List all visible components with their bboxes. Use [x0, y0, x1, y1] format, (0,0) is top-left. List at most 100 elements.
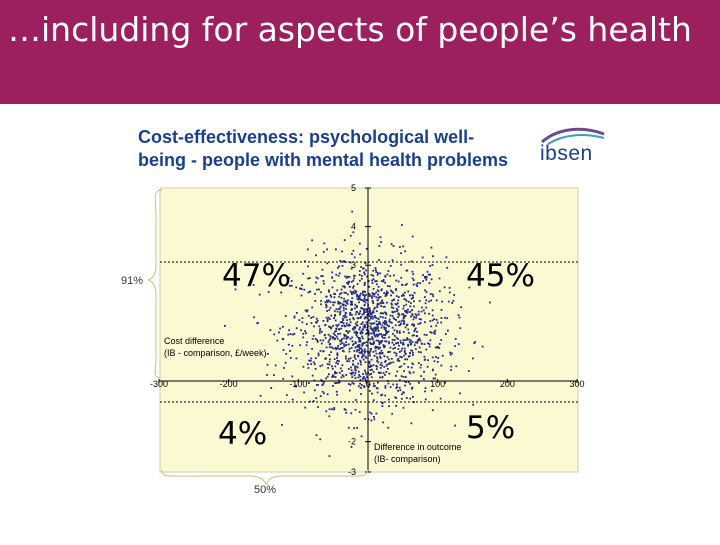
scatter-point — [376, 328, 379, 330]
scatter-point — [338, 348, 341, 350]
scatter-point — [363, 303, 366, 306]
scatter-point — [372, 399, 375, 402]
scatter-point — [431, 409, 434, 412]
scatter-point — [380, 333, 382, 335]
scatter-point — [385, 320, 387, 323]
scatter-point — [350, 302, 353, 305]
scatter-point — [409, 383, 411, 385]
scatter-point — [234, 288, 237, 291]
scatter-point — [338, 301, 341, 304]
scatter-point — [334, 372, 336, 375]
scatter-point — [358, 296, 361, 299]
scatter-point — [356, 298, 359, 300]
scatter-point — [349, 313, 351, 316]
scatter-point — [311, 374, 314, 377]
scatter-point — [364, 291, 366, 293]
scatter-point — [316, 277, 319, 280]
scatter-point — [306, 341, 308, 343]
scatter-point — [348, 275, 351, 278]
scatter-point — [328, 299, 330, 302]
scatter-point — [431, 356, 434, 359]
scatter-point — [356, 345, 359, 348]
scatter-point — [343, 343, 345, 346]
scatter-point — [341, 374, 344, 376]
scatter-point — [376, 303, 379, 306]
scatter-point — [363, 386, 366, 389]
scatter-point — [375, 368, 378, 370]
scatter-point — [317, 352, 320, 355]
scatter-point — [269, 329, 272, 331]
scatter-point — [353, 350, 356, 352]
scatter-point — [371, 317, 374, 320]
scatter-point — [372, 302, 375, 305]
scatter-point — [370, 373, 372, 375]
scatter-point — [302, 332, 305, 335]
scatter-point — [401, 347, 404, 350]
scatter-point — [361, 337, 364, 340]
scatter-point — [333, 317, 335, 319]
scatter-point — [410, 342, 413, 345]
scatter-point — [395, 295, 398, 297]
scatter-point — [346, 282, 348, 284]
scatter-point — [405, 397, 408, 399]
scatter-point — [334, 347, 337, 350]
scatter-point — [388, 320, 391, 323]
scatter-point — [363, 309, 366, 312]
y-axis-label-line-2: (IB - comparison, £/week) — [164, 348, 267, 358]
scatter-point — [345, 292, 347, 294]
scatter-point — [413, 334, 415, 337]
scatter-point — [363, 290, 365, 293]
scatter-point — [350, 308, 353, 311]
scatter-point — [407, 344, 409, 347]
scatter-point — [426, 270, 429, 273]
scatter-point — [363, 310, 365, 313]
scatter-point — [390, 302, 393, 305]
scatter-point — [407, 381, 410, 383]
scatter-point — [355, 332, 358, 335]
scatter-point — [319, 339, 322, 342]
scatter-point — [415, 316, 417, 319]
scatter-point — [373, 418, 376, 421]
scatter-point — [352, 360, 354, 362]
scatter-point — [346, 293, 349, 296]
scatter-point — [350, 267, 353, 270]
scatter-point — [369, 347, 372, 350]
scatter-point — [459, 327, 462, 330]
scatter-point — [417, 313, 420, 316]
scatter-point — [362, 342, 365, 344]
scatter-point — [431, 264, 434, 266]
scatter-point — [434, 332, 436, 335]
scatter-point — [349, 303, 352, 306]
scatter-point — [406, 358, 409, 361]
scatter-point — [356, 306, 358, 308]
scatter-point — [377, 318, 380, 320]
scatter-point — [379, 352, 382, 355]
scatter-point — [354, 358, 357, 360]
scatter-point — [340, 288, 343, 291]
scatter-point — [281, 337, 284, 340]
scatter-point — [383, 305, 386, 308]
scatter-point — [382, 421, 385, 424]
scatter-point — [432, 295, 435, 298]
scatter-point — [381, 393, 384, 396]
scatter-point — [385, 293, 387, 295]
scatter-point — [378, 245, 381, 247]
scatter-point — [426, 365, 429, 368]
scatter-point — [313, 389, 316, 392]
scatter-point — [375, 412, 378, 415]
scatter-point — [288, 284, 291, 287]
scatter-point — [303, 391, 305, 394]
scatter-point — [399, 355, 401, 358]
scatter-point — [344, 314, 347, 316]
scatter-point — [425, 334, 428, 336]
scatter-point — [363, 281, 366, 284]
scatter-point — [377, 330, 380, 332]
scatter-point — [289, 333, 292, 335]
scatter-point — [362, 358, 365, 361]
scatter-point — [370, 419, 373, 422]
scatter-point — [350, 347, 353, 349]
scatter-point — [377, 326, 379, 329]
scatter-point — [431, 319, 434, 322]
scatter-point — [400, 365, 403, 368]
left-brace — [147, 189, 163, 379]
